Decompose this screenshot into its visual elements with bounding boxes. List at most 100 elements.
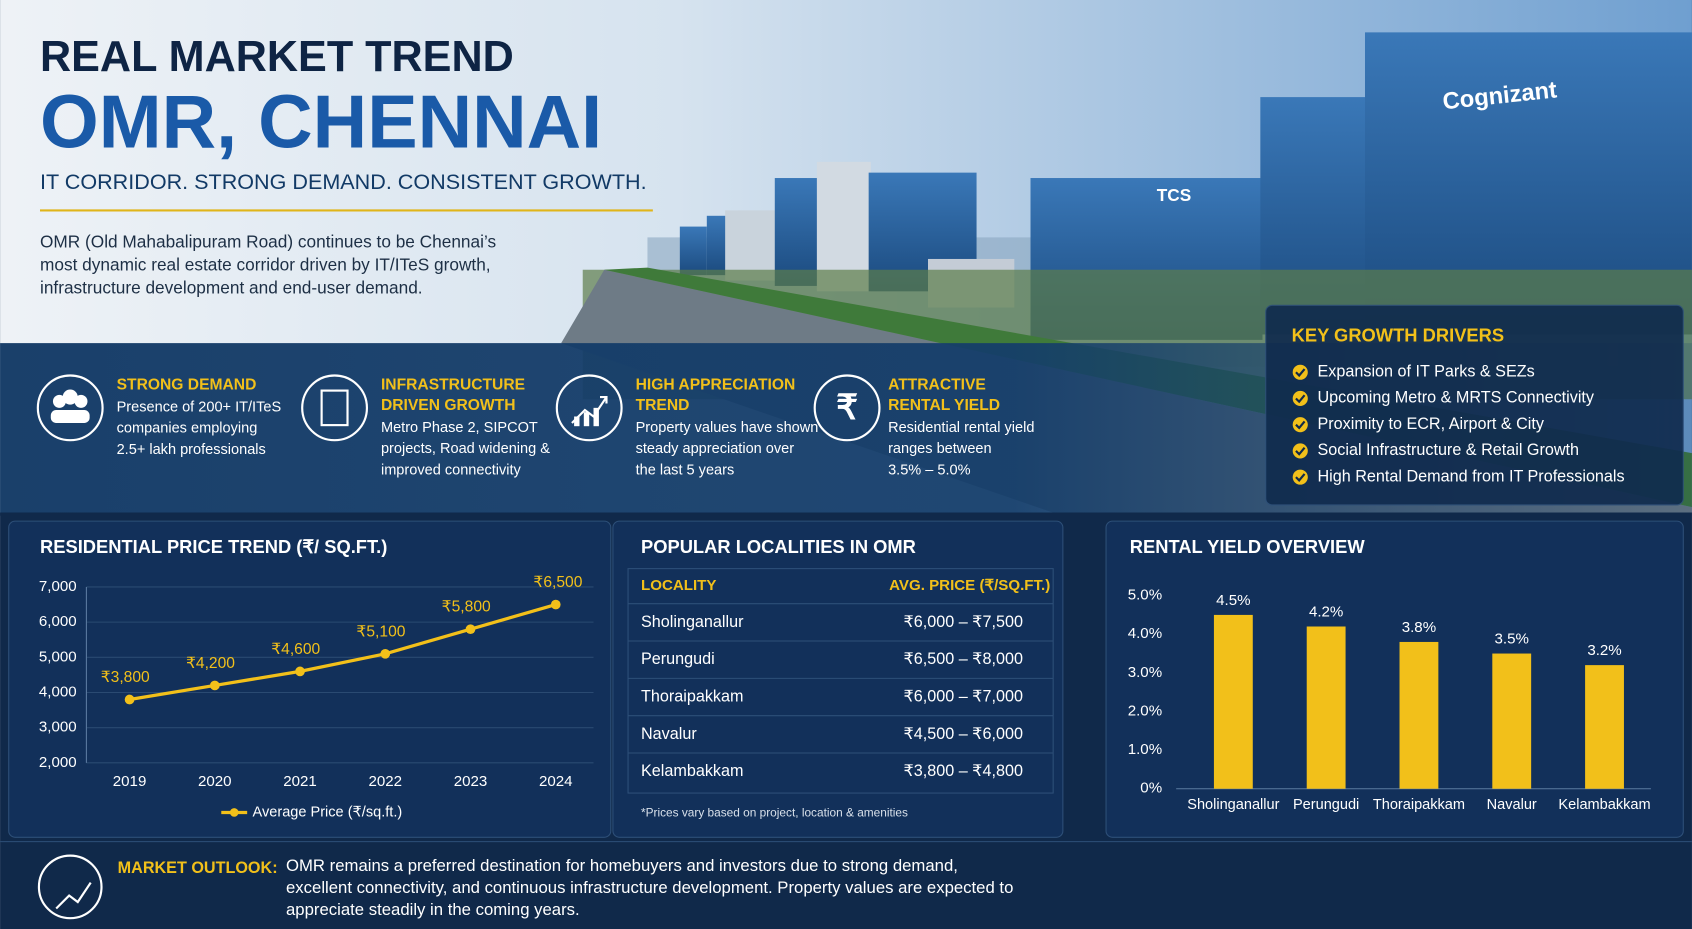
- driver-item: Social Infrastructure & Retail Growth: [1318, 441, 1580, 459]
- drivers-title: KEY GROWTH DRIVERS: [1292, 324, 1505, 345]
- locality-price: ₹6,500 – ₹8,000: [903, 650, 1023, 668]
- svg-text:₹: ₹: [836, 389, 858, 427]
- data-label: 4.2%: [1309, 603, 1343, 620]
- price-point: [124, 694, 135, 705]
- drivers-box: [1265, 304, 1684, 506]
- price-panel: [8, 520, 612, 838]
- y-tick-label: 0%: [1140, 780, 1162, 797]
- driver-item: High Rental Demand from IT Professionals: [1318, 467, 1625, 485]
- check-icon: [1292, 417, 1308, 433]
- y-tick-label: 4,000: [39, 683, 77, 700]
- feature-title: ATTRACTIVE: [888, 376, 986, 393]
- driver-item: Upcoming Metro & MRTS Connectivity: [1318, 389, 1595, 407]
- feature-text: Residential rental yield: [888, 420, 1034, 436]
- feature-text: ranges between: [888, 441, 992, 457]
- x-tick-label: Thoraipakkam: [1373, 797, 1465, 813]
- x-tick-label: Perungudi: [1293, 797, 1359, 813]
- driver-item: Expansion of IT Parks & SEZs: [1318, 363, 1535, 381]
- table-header: LOCALITY: [641, 577, 716, 594]
- feature-text: 3.5% – 5.0%: [888, 462, 971, 478]
- check-mark: [1295, 473, 1306, 482]
- localities-panel: [612, 520, 1064, 838]
- price-point: [380, 648, 391, 659]
- y-tick-label: 1.0%: [1128, 741, 1162, 758]
- x-tick-label: 2022: [368, 773, 402, 790]
- table-note: *Prices vary based on project, location …: [641, 806, 908, 820]
- data-label: 4.5%: [1216, 592, 1250, 609]
- data-label: ₹5,100: [356, 623, 405, 640]
- x-tick-label: Sholinganallur: [1187, 797, 1279, 813]
- locality: Navalur: [641, 725, 697, 743]
- x-tick-label: 2024: [539, 773, 573, 790]
- price-line: [129, 602, 557, 702]
- bar: [1306, 626, 1346, 789]
- building-sign: TCS: [1157, 185, 1192, 205]
- feature-title: HIGH APPRECIATION: [636, 376, 796, 393]
- x-tick-label: 2021: [283, 773, 317, 790]
- check-mark: [1295, 368, 1306, 378]
- outlook-text: OMR remains a preferred destination for …: [286, 856, 958, 875]
- description-line: OMR (Old Mahabalipuram Road) continues t…: [40, 231, 496, 251]
- feature-title: RENTAL YIELD: [888, 397, 1000, 414]
- price-point: [295, 666, 305, 677]
- x-tick-label: 2020: [198, 773, 232, 790]
- legend-label: Average Price (₹/sq.ft.): [253, 804, 403, 820]
- legend-dot: [229, 808, 239, 817]
- data-label: 3.5%: [1495, 630, 1529, 647]
- bar: [1585, 665, 1624, 789]
- outlook-label: MARKET OUTLOOK:: [118, 859, 278, 877]
- feature-text: improved connectivity: [381, 462, 522, 478]
- locality: Sholinganallur: [641, 613, 744, 631]
- check-icon: [1292, 390, 1308, 407]
- description-line: most dynamic real estate corridor driven…: [40, 255, 491, 275]
- feature-text: Presence of 200+ IT/ITeS: [117, 400, 282, 416]
- y-tick-label: 5,000: [39, 648, 77, 665]
- table-header: AVG. PRICE (₹/SQ.FT.): [889, 577, 1050, 594]
- locality-price: ₹3,800 – ₹4,800: [903, 762, 1023, 780]
- tagline: IT CORRIDOR. STRONG DEMAND. CONSISTENT G…: [40, 169, 647, 194]
- y-tick-label: 3,000: [39, 719, 77, 736]
- bar: [1492, 653, 1532, 789]
- table-frame: [627, 568, 1054, 794]
- data-label: 3.2%: [1587, 642, 1621, 659]
- data-label: ₹3,800: [101, 669, 150, 686]
- y-tick-label: 3.0%: [1128, 664, 1162, 681]
- check-mark: [1295, 394, 1306, 404]
- price-point: [465, 624, 476, 635]
- location: OMR, CHENNAI: [40, 80, 602, 164]
- chart-title: RESIDENTIAL PRICE TREND (₹/ SQ.FT.): [40, 536, 387, 557]
- x-tick-label: 2019: [113, 773, 147, 790]
- bar: [1399, 641, 1439, 789]
- feature-text: projects, Road widening &: [381, 441, 550, 457]
- icon-fills: ₹: [50, 389, 858, 427]
- feature-text: 2.5+ lakh professionals: [117, 442, 266, 458]
- data-label: 3.8%: [1402, 619, 1436, 636]
- data-label: ₹6,500: [533, 574, 582, 591]
- description-line: infrastructure development and end-user …: [40, 278, 423, 298]
- locality: Kelambakkam: [641, 762, 743, 780]
- y-tick-label: 6,000: [39, 613, 77, 630]
- chart-title: RENTAL YIELD OVERVIEW: [1130, 536, 1366, 557]
- table-title: POPULAR LOCALITIES IN OMR: [641, 536, 916, 557]
- y-tick-label: 2,000: [39, 754, 77, 771]
- price-point: [550, 599, 561, 610]
- price-point: [209, 680, 220, 691]
- feature-text: Metro Phase 2, SIPCOT: [381, 420, 538, 436]
- x-tick-label: 2023: [454, 773, 488, 790]
- bar: [1213, 614, 1253, 789]
- outlook-text: excellent connectivity, and continuous i…: [286, 878, 1013, 897]
- locality-price: ₹6,000 – ₹7,000: [903, 688, 1023, 706]
- feature-text: Property values have shown: [636, 420, 819, 436]
- check-icon: [1292, 443, 1308, 459]
- feature-text: steady appreciation over: [636, 441, 795, 457]
- outlook-text: appreciate steadily in the coming years.: [286, 900, 580, 919]
- check-mark: [1295, 446, 1306, 456]
- data-label: ₹4,600: [271, 641, 320, 658]
- driver-item: Proximity to ECR, Airport & City: [1318, 415, 1545, 433]
- check-mark: [1295, 420, 1306, 430]
- x-tick-label: Kelambakkam: [1558, 797, 1650, 813]
- feature-title: INFRASTRUCTURE: [381, 376, 525, 393]
- locality: Thoraipakkam: [641, 688, 743, 706]
- feature-title: STRONG DEMAND: [117, 376, 257, 393]
